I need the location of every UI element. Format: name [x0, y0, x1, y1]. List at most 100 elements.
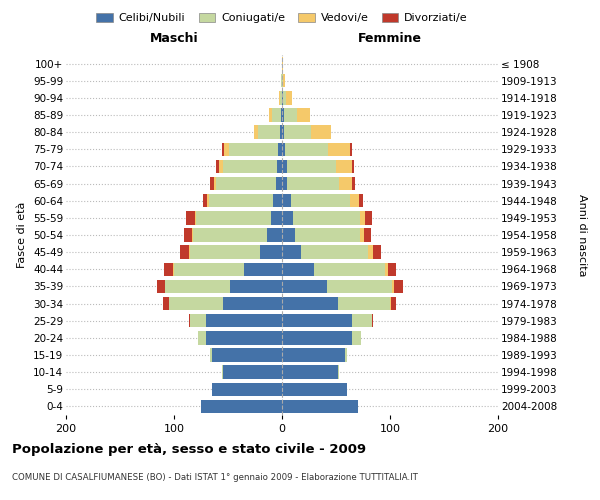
Bar [184, 228, 193, 241]
Bar [284, 126, 311, 139]
Bar [281, 108, 282, 122]
Bar [282, 280, 328, 293]
Bar [196, 211, 271, 224]
Bar [388, 262, 397, 276]
Bar [282, 142, 285, 156]
Bar [244, 262, 282, 276]
Y-axis label: Fasce di età: Fasce di età [17, 202, 28, 268]
Bar [198, 331, 206, 344]
Text: Popolazione per età, sesso e stato civile - 2009: Popolazione per età, sesso e stato civil… [12, 442, 366, 456]
Bar [290, 194, 350, 207]
Bar [283, 74, 285, 88]
Bar [181, 246, 189, 259]
Bar [282, 331, 352, 344]
Bar [221, 142, 224, 156]
Bar [282, 400, 358, 413]
Bar [221, 366, 223, 379]
Bar [212, 382, 282, 396]
Bar [373, 246, 382, 259]
Bar [293, 211, 360, 224]
Bar [223, 297, 282, 310]
Bar [258, 126, 280, 139]
Bar [282, 177, 287, 190]
Bar [277, 160, 282, 173]
Bar [286, 91, 292, 104]
Bar [254, 126, 258, 139]
Bar [385, 262, 388, 276]
Bar [282, 126, 284, 139]
Bar [230, 280, 282, 293]
Bar [284, 108, 297, 122]
Bar [189, 246, 190, 259]
Bar [166, 280, 230, 293]
Bar [295, 228, 360, 241]
Bar [364, 228, 371, 241]
Bar [314, 262, 385, 276]
Bar [360, 228, 364, 241]
Bar [359, 194, 363, 207]
Bar [220, 160, 223, 173]
Bar [287, 177, 339, 190]
Bar [272, 108, 281, 122]
Bar [186, 211, 194, 224]
Bar [282, 74, 283, 88]
Bar [282, 211, 293, 224]
Bar [216, 160, 220, 173]
Bar [224, 142, 229, 156]
Bar [392, 280, 394, 293]
Bar [194, 211, 196, 224]
Bar [282, 246, 301, 259]
Bar [189, 314, 190, 328]
Bar [282, 382, 347, 396]
Text: Maschi: Maschi [149, 32, 199, 44]
Bar [287, 160, 336, 173]
Bar [282, 160, 287, 173]
Bar [285, 142, 328, 156]
Bar [201, 400, 282, 413]
Bar [360, 211, 365, 224]
Bar [368, 246, 373, 259]
Bar [280, 126, 282, 139]
Bar [190, 246, 260, 259]
Bar [278, 142, 282, 156]
Bar [271, 211, 282, 224]
Bar [338, 297, 390, 310]
Bar [282, 108, 284, 122]
Bar [173, 262, 174, 276]
Bar [350, 142, 352, 156]
Bar [209, 194, 274, 207]
Bar [282, 297, 338, 310]
Bar [280, 91, 282, 104]
Bar [282, 314, 352, 328]
Bar [279, 91, 280, 104]
Y-axis label: Anni di nascita: Anni di nascita [577, 194, 587, 276]
Bar [223, 366, 282, 379]
Bar [190, 314, 206, 328]
Bar [311, 126, 331, 139]
Bar [283, 91, 286, 104]
Bar [282, 228, 295, 241]
Text: Femmine: Femmine [358, 32, 422, 44]
Bar [274, 194, 282, 207]
Bar [365, 211, 371, 224]
Bar [282, 57, 283, 70]
Bar [208, 194, 209, 207]
Bar [282, 348, 344, 362]
Bar [206, 314, 282, 328]
Bar [214, 177, 216, 190]
Bar [339, 177, 352, 190]
Bar [260, 246, 282, 259]
Bar [350, 194, 359, 207]
Bar [164, 262, 173, 276]
Bar [281, 74, 282, 88]
Bar [169, 297, 223, 310]
Bar [394, 280, 403, 293]
Bar [352, 177, 355, 190]
Bar [229, 142, 278, 156]
Bar [209, 177, 214, 190]
Bar [371, 314, 373, 328]
Bar [157, 280, 166, 293]
Bar [352, 331, 361, 344]
Bar [344, 348, 347, 362]
Legend: Celibi/Nubili, Coniugati/e, Vedovi/e, Divorziati/e: Celibi/Nubili, Coniugati/e, Vedovi/e, Di… [92, 8, 472, 28]
